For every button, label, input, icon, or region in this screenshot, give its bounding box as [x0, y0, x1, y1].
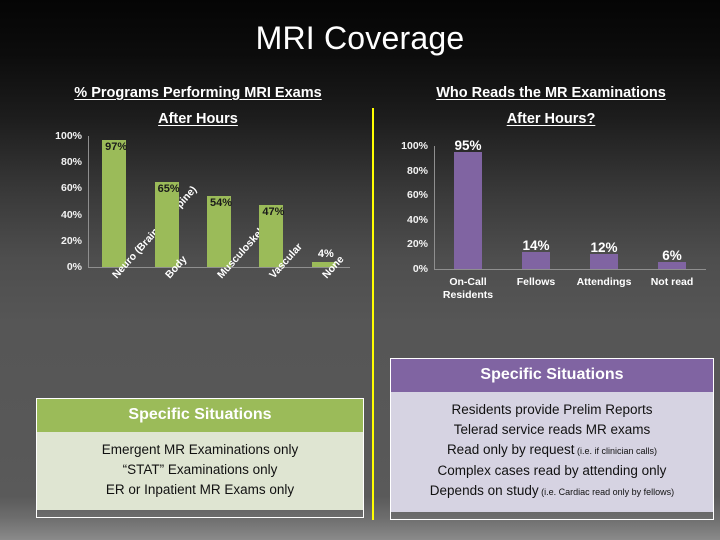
panel-line: ER or Inpatient MR Exams only: [105, 482, 295, 497]
y-axis-tick-label: 0%: [412, 263, 428, 275]
y-axis-tick-label: 0%: [66, 261, 82, 273]
x-axis-category-label: Fellows: [516, 276, 556, 288]
left-panel-body: Emergent MR Examinations only “STAT” Exam…: [37, 432, 363, 510]
panel-line: Complex cases read by attending only: [397, 461, 707, 481]
panel-line: Read only by request (i.e. if clinician …: [397, 440, 707, 461]
bar: [259, 205, 284, 267]
y-axis-tick-label: 100%: [401, 140, 428, 152]
left-heading-line1: % Programs Performing MRI Exams: [74, 85, 322, 101]
left-section-heading: % Programs Performing MRI Exams After Ho…: [8, 80, 388, 132]
panel-line: Residents provide Prelim Reports: [397, 400, 707, 420]
x-axis-line: [88, 267, 350, 268]
bar: [522, 251, 550, 269]
right-section-heading: Who Reads the MR Examinations After Hour…: [386, 80, 716, 132]
panel-line: “STAT” Examinations only: [122, 462, 278, 477]
bar-value-label: 54%: [209, 197, 233, 210]
bar: [311, 261, 336, 267]
left-heading-line2: After Hours: [158, 111, 238, 127]
bar: [154, 181, 179, 267]
right-panel-title: Specific Situations: [391, 359, 713, 392]
x-axis-category-label: Not read: [650, 276, 694, 288]
y-axis-tick-label: 60%: [60, 182, 82, 195]
y-axis-tick-label: 80%: [406, 164, 428, 177]
y-axis-tick-label: 100%: [55, 130, 82, 142]
y-axis-tick-label: 80%: [60, 156, 82, 169]
bar-value-label: 4%: [317, 247, 334, 260]
bar: [658, 261, 686, 269]
chart-mri-exams-after-hours: 0%20%40%60%80%100%97%Neuro (Brain and Sp…: [36, 130, 356, 281]
right-specific-situations-panel: Specific Situations Residents provide Pr…: [390, 358, 714, 520]
panel-line: Depends on study (i.e. Cardiac read only…: [397, 481, 707, 502]
panel-line-note: (i.e. if clinician calls): [574, 446, 658, 456]
panel-line-main: Residents provide Prelim Reports: [451, 402, 653, 417]
bar-value-label: 97%: [105, 140, 128, 153]
bar-value-label: 65%: [157, 182, 180, 195]
x-axis-category-label: On-Call Residents: [442, 276, 494, 301]
bar-value-label: 12%: [590, 240, 618, 256]
left-specific-situations-panel: Specific Situations Emergent MR Examinat…: [36, 398, 364, 518]
y-axis-line: [434, 146, 435, 269]
bar: [454, 152, 482, 269]
page-title: MRI Coverage: [255, 20, 465, 56]
panel-line-note: (i.e. Cardiac read only by fellows): [538, 487, 675, 497]
panel-line-main: Telerad service reads MR exams: [453, 422, 651, 437]
y-axis-line: [88, 136, 89, 267]
right-heading-line1: Who Reads the MR Examinations: [436, 85, 666, 101]
y-axis-tick-label: 40%: [406, 213, 428, 226]
bar: [206, 196, 232, 267]
panel-line: Emergent MR Examinations only: [101, 442, 299, 457]
panel-line-main: Depends on study: [429, 483, 539, 498]
panel-line-main: Read only by request: [446, 442, 575, 457]
right-panel-body: Residents provide Prelim Reports Telerad …: [391, 392, 713, 512]
x-axis-line: [434, 269, 706, 270]
left-panel-title: Specific Situations: [37, 399, 363, 432]
panel-line-main: Complex cases read by attending only: [437, 463, 667, 478]
vertical-divider: [372, 108, 374, 520]
y-axis-tick-label: 20%: [60, 234, 82, 247]
y-axis-tick-label: 20%: [406, 238, 428, 251]
y-axis-tick-label: 40%: [60, 208, 82, 221]
x-axis-category-label: Attendings: [576, 276, 632, 288]
bar-value-label: 14%: [522, 237, 550, 253]
bar: [590, 254, 618, 269]
bar-value-label: 47%: [262, 206, 285, 219]
y-axis-tick-label: 60%: [406, 189, 428, 202]
right-heading-line2: After Hours?: [506, 111, 596, 127]
bar-value-label: 6%: [662, 247, 682, 263]
panel-line: Telerad service reads MR exams: [397, 420, 707, 440]
bar: [102, 139, 127, 267]
chart-who-reads-mr: 0% 20% 40% 60% 80% 100% 95% On-Call Residents 14%…: [382, 132, 712, 301]
bar-value-label: 95%: [454, 138, 482, 154]
